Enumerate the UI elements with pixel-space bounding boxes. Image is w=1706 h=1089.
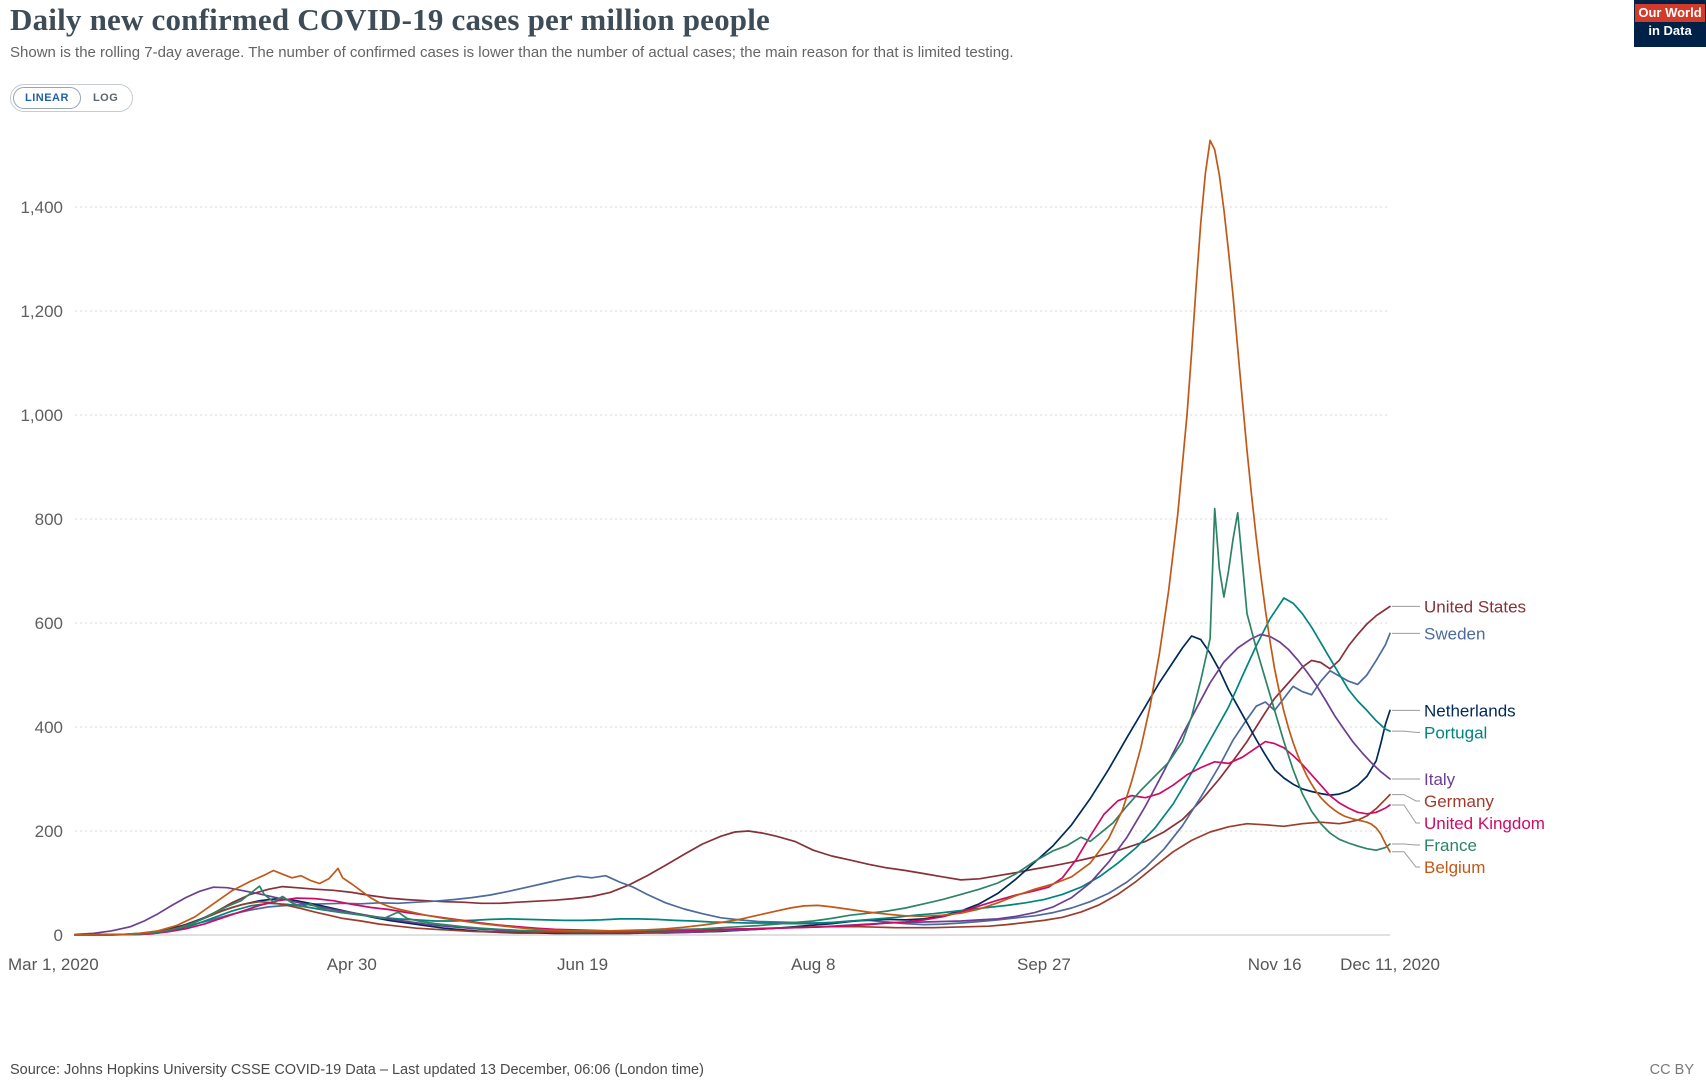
x-axis-tick-label: Sep 27 [1017,955,1071,974]
series-line-sweden [74,632,1391,936]
series-label-united-states[interactable]: United States [1424,597,1526,616]
series-label-france[interactable]: France [1424,836,1477,855]
series-label-sweden[interactable]: Sweden [1424,624,1485,643]
series-label-portugal[interactable]: Portugal [1424,723,1487,742]
series-label-united-kingdom[interactable]: United Kingdom [1424,814,1545,833]
series-label-netherlands[interactable]: Netherlands [1424,701,1516,720]
y-axis-tick-label: 1,200 [20,302,63,321]
series-label-connector [1392,794,1420,802]
y-axis-tick-label: 400 [35,718,63,737]
log-scale-button[interactable]: LOG [92,92,119,104]
y-axis-tick-label: 600 [35,614,63,633]
chart-subtitle: Shown is the rolling 7-day average. The … [10,44,1014,61]
series-line-united-states [74,605,1391,936]
owid-logo[interactable]: Our World in Data [1634,0,1706,47]
x-axis-tick-label: Aug 8 [791,955,835,974]
source-note: Source: Johns Hopkins University CSSE CO… [10,1062,704,1078]
y-axis-tick-label: 1,000 [20,406,63,425]
series-line-netherlands [74,635,1391,936]
series-line-germany [74,793,1391,936]
series-label-italy[interactable]: Italy [1424,770,1456,789]
linear-scale-button[interactable]: LINEAR [13,87,81,109]
chart-title: Daily new confirmed COVID-19 cases per m… [10,2,771,37]
series-line-portugal [74,597,1391,936]
series-label-connector [1392,804,1420,824]
series-label-connector [1392,730,1420,733]
series-label-germany[interactable]: Germany [1424,792,1494,811]
series-line-belgium [74,139,1391,936]
owid-logo-line1: Our World [1635,4,1705,23]
series-label-connector [1392,843,1420,846]
y-axis-tick-label: 0 [54,926,63,945]
license-link[interactable]: CC BY [1649,1062,1694,1078]
y-axis-tick-label: 800 [35,510,63,529]
series-label-connector [1392,851,1420,868]
scale-toggle: LINEAR LOG [10,84,134,112]
x-axis-tick-label: Nov 16 [1248,955,1302,974]
x-axis-tick-label: Apr 30 [327,955,377,974]
line-chart[interactable]: 0 200 400 600 800 1,000 1,200 1,400 Mar 1, 2020 A… [0,118,1706,998]
owid-logo-line2: in Data [1648,23,1692,39]
y-axis-tick-label: 1,400 [20,198,63,217]
series-line-france [74,507,1391,936]
x-axis-tick-label: Mar 1, 2020 [8,955,99,974]
series-line-united-kingdom [74,740,1391,936]
series-label-belgium[interactable]: Belgium [1424,858,1485,877]
x-axis-tick-label: Dec 11, 2020 [1340,955,1440,974]
y-axis-tick-label: 200 [35,822,63,841]
series-line-italy [74,633,1391,936]
x-axis-tick-label: Jun 19 [557,955,608,974]
